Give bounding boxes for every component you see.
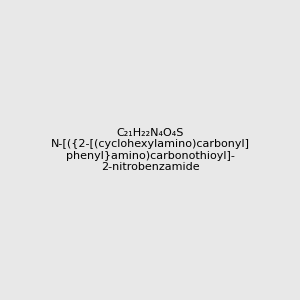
Text: C₂₁H₂₂N₄O₄S
N-[({2-[(cyclohexylamino)carbonyl]
phenyl}amino)carbonothioyl]-
2-ni: C₂₁H₂₂N₄O₄S N-[({2-[(cyclohexylamino)car… (50, 128, 250, 172)
